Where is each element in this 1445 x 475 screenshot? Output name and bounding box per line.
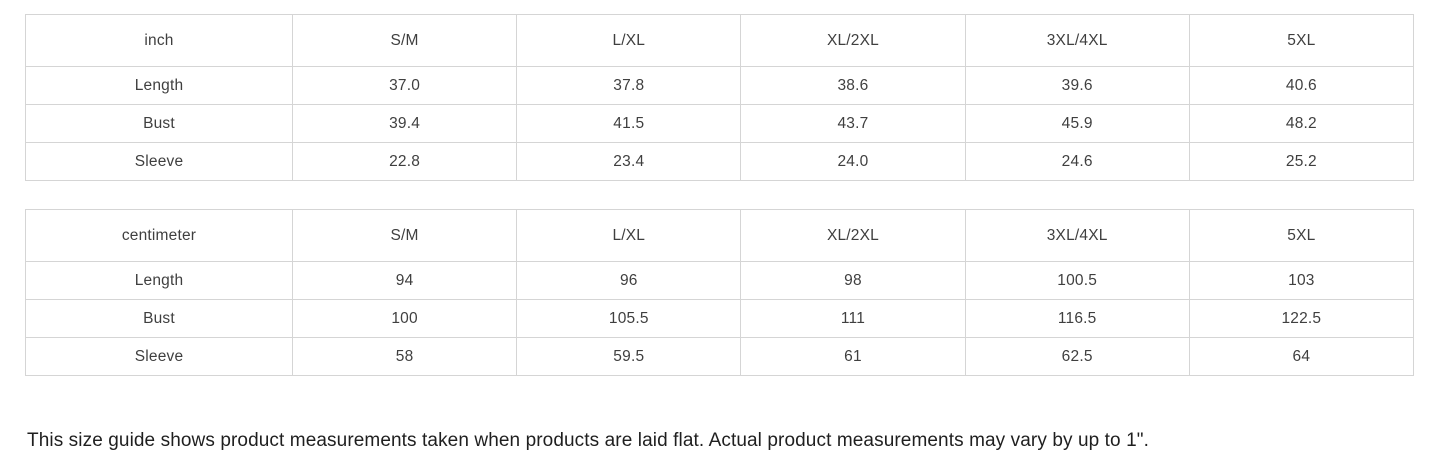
measurement-value: 61 [740,337,966,376]
measurement-value: 45.9 [964,104,1190,143]
measurement-value: 25.2 [1188,142,1415,181]
measurement-value: 37.8 [516,66,742,105]
measurement-value: 64 [1188,337,1415,376]
size-column-header: S/M [291,14,518,67]
size-header-row: inch S/M L/XL XL/2XL 3XL/4XL 5XL [25,14,1415,67]
measurement-value: 40.6 [1188,66,1415,105]
measurement-row: Sleeve 22.8 23.4 24.0 24.6 25.2 [25,142,1415,181]
measurement-value: 96 [516,261,742,300]
unit-label: inch [25,14,293,67]
measurement-value: 37.0 [291,66,518,105]
measurement-value: 43.7 [740,104,966,143]
size-column-header: S/M [291,209,518,262]
measurement-value: 59.5 [516,337,742,376]
measurement-label: Length [25,261,293,300]
measurement-value: 58 [291,337,518,376]
measurement-label: Sleeve [25,337,293,376]
measurement-value: 100 [291,299,518,338]
measurement-row: Length 37.0 37.8 38.6 39.6 40.6 [25,66,1415,105]
measurement-value: 111 [740,299,966,338]
size-column-header: 5XL [1188,209,1415,262]
measurement-label: Sleeve [25,142,293,181]
size-guide-page: inch S/M L/XL XL/2XL 3XL/4XL 5XL Length 37.0 37.… [25,14,1415,451]
size-column-header: 5XL [1188,14,1415,67]
size-column-header: 3XL/4XL [964,209,1190,262]
measurement-value: 24.0 [740,142,966,181]
size-column-header: L/XL [516,209,742,262]
size-column-header: L/XL [516,14,742,67]
measurement-value: 39.6 [964,66,1190,105]
measurement-value: 62.5 [964,337,1190,376]
measurement-row: Bust 39.4 41.5 43.7 45.9 48.2 [25,104,1415,143]
size-column-header: XL/2XL [740,209,966,262]
measurement-label: Bust [25,299,293,338]
unit-label: centimeter [25,209,293,262]
size-table-inch: inch S/M L/XL XL/2XL 3XL/4XL 5XL Length 37.0 37.… [25,14,1415,181]
size-column-header: 3XL/4XL [964,14,1190,67]
measurement-value: 105.5 [516,299,742,338]
measurement-value: 39.4 [291,104,518,143]
measurement-value: 98 [740,261,966,300]
measurement-value: 22.8 [291,142,518,181]
measurement-value: 23.4 [516,142,742,181]
measurement-label: Length [25,66,293,105]
measurement-value: 38.6 [740,66,966,105]
measurement-value: 94 [291,261,518,300]
measurement-value: 103 [1188,261,1415,300]
measurement-value: 100.5 [964,261,1190,300]
measurement-value: 24.6 [964,142,1190,181]
measurement-row: Bust 100 105.5 111 116.5 122.5 [25,299,1415,338]
measurement-value: 41.5 [516,104,742,143]
measurement-label: Bust [25,104,293,143]
size-guide-note: This size guide shows product measuremen… [27,430,1149,451]
measurement-value: 48.2 [1188,104,1415,143]
measurement-value: 122.5 [1188,299,1415,338]
size-table-centimeter: centimeter S/M L/XL XL/2XL 3XL/4XL 5XL Length 9… [25,209,1415,376]
size-column-header: XL/2XL [740,14,966,67]
measurement-value: 116.5 [964,299,1190,338]
measurement-row: Sleeve 58 59.5 61 62.5 64 [25,337,1415,376]
size-header-row: centimeter S/M L/XL XL/2XL 3XL/4XL 5XL [25,209,1415,262]
measurement-row: Length 94 96 98 100.5 103 [25,261,1415,300]
